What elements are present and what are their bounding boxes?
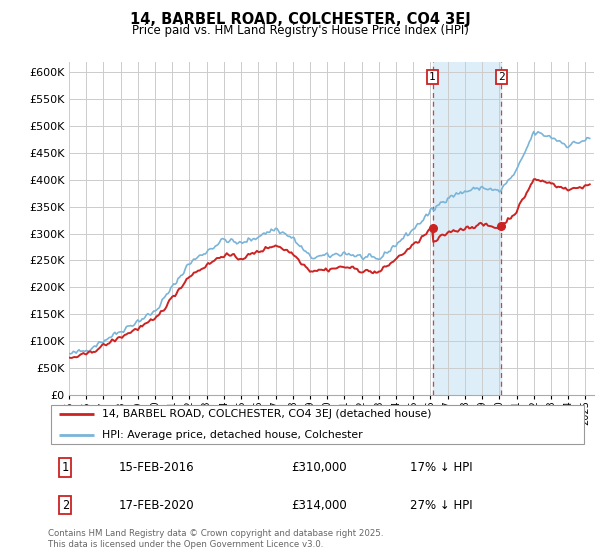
Text: 17% ↓ HPI: 17% ↓ HPI [410, 461, 472, 474]
Text: 14, BARBEL ROAD, COLCHESTER, CO4 3EJ: 14, BARBEL ROAD, COLCHESTER, CO4 3EJ [130, 12, 470, 27]
Text: Contains HM Land Registry data © Crown copyright and database right 2025.
This d: Contains HM Land Registry data © Crown c… [48, 529, 383, 549]
Text: 27% ↓ HPI: 27% ↓ HPI [410, 499, 472, 512]
Text: £314,000: £314,000 [291, 499, 347, 512]
Text: HPI: Average price, detached house, Colchester: HPI: Average price, detached house, Colc… [102, 430, 362, 440]
Text: 2: 2 [62, 499, 69, 512]
FancyBboxPatch shape [50, 405, 584, 444]
Bar [433, 62, 502, 395]
Text: 2: 2 [498, 72, 505, 82]
Text: Price paid vs. HM Land Registry's House Price Index (HPI): Price paid vs. HM Land Registry's House … [131, 24, 469, 37]
Text: 17-FEB-2020: 17-FEB-2020 [118, 499, 194, 512]
Text: 14, BARBEL ROAD, COLCHESTER, CO4 3EJ (detached house): 14, BARBEL ROAD, COLCHESTER, CO4 3EJ (de… [102, 409, 431, 419]
Text: 1: 1 [62, 461, 69, 474]
Text: 15-FEB-2016: 15-FEB-2016 [118, 461, 194, 474]
Text: 1: 1 [429, 72, 436, 82]
Text: £310,000: £310,000 [291, 461, 347, 474]
